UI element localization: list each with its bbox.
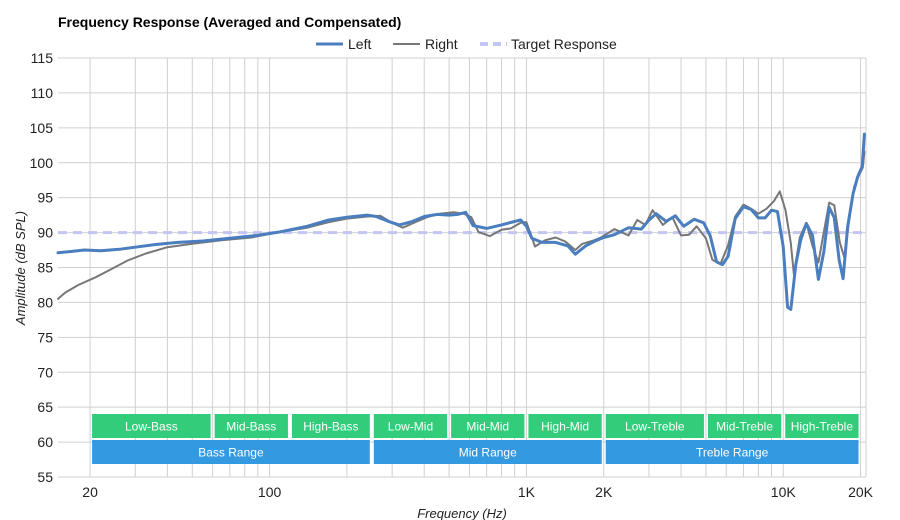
y-tick-label: 55	[37, 469, 53, 485]
range-bands: Low-Bass Mid-Bass High-Bass Low-Mid Mid-Mid H…	[92, 414, 859, 464]
sub-range-band-label: Mid-Bass	[226, 420, 276, 434]
y-tick-label: 80	[37, 294, 53, 310]
sub-range-band	[214, 414, 288, 438]
legend-label-left: Left	[348, 36, 371, 52]
y-tick-label: 110	[31, 85, 54, 101]
sub-range-band-label: High-Mid	[541, 420, 589, 434]
range-band	[605, 440, 859, 464]
sub-range-band-label: Mid-Mid	[466, 420, 509, 434]
x-axis-ticks: 20 100 1K 2K 10K 20K	[82, 484, 873, 500]
x-tick-label: 20	[82, 484, 98, 500]
sub-range-band	[92, 414, 211, 438]
range-band-label: Mid Range	[459, 446, 517, 460]
y-axis-label: Amplitude (dB SPL)	[13, 211, 28, 326]
sub-range-band-label: Low-Bass	[125, 420, 178, 434]
range-band	[92, 440, 370, 464]
legend-label-right: Right	[425, 36, 458, 52]
sub-range-band	[785, 414, 859, 438]
sub-range-band-label: Low-Mid	[388, 420, 433, 434]
sub-range-band	[451, 414, 525, 438]
range-band-label: Treble Range	[696, 446, 769, 460]
y-tick-label: 105	[30, 120, 54, 136]
y-tick-label: 65	[37, 399, 53, 415]
sub-range-band	[291, 414, 370, 438]
x-tick-label: 2K	[595, 484, 613, 500]
x-axis-label: Frequency (Hz)	[417, 506, 507, 520]
series-layer	[56, 132, 866, 311]
grid	[58, 57, 867, 478]
y-tick-label: 100	[30, 155, 54, 171]
y-tick-label: 75	[37, 329, 53, 345]
sub-range-band-label: High-Bass	[303, 420, 358, 434]
sub-range-band-label: High-Treble	[791, 420, 854, 434]
series-line-left	[56, 132, 866, 311]
y-tick-label: 95	[37, 190, 53, 206]
x-tick-label: 100	[258, 484, 282, 500]
sub-range-band	[373, 414, 448, 438]
y-tick-label: 85	[37, 260, 53, 276]
range-band	[373, 440, 602, 464]
sub-range-band	[605, 414, 704, 438]
y-axis-ticks: 55 60 65 70 75 80 85 90 95 100 105 110 115	[30, 50, 54, 485]
x-tick-label: 10K	[771, 484, 797, 500]
y-tick-label: 115	[31, 50, 54, 66]
sub-range-band	[707, 414, 782, 438]
sub-range-band-label: Mid-Treble	[716, 420, 773, 434]
legend-label-target-response: Target Response	[511, 36, 617, 52]
range-band-label: Bass Range	[198, 446, 264, 460]
chart-title: Frequency Response (Averaged and Compens…	[58, 14, 401, 30]
x-tick-label: 20K	[848, 484, 874, 500]
x-tick-label: 1K	[518, 484, 536, 500]
y-tick-label: 90	[37, 225, 53, 241]
sub-range-band-label: Low-Treble	[625, 420, 685, 434]
y-tick-label: 60	[37, 434, 53, 450]
sub-range-band	[528, 414, 602, 438]
legend: Left Right Target Response	[316, 36, 617, 52]
y-tick-label: 70	[37, 364, 53, 380]
